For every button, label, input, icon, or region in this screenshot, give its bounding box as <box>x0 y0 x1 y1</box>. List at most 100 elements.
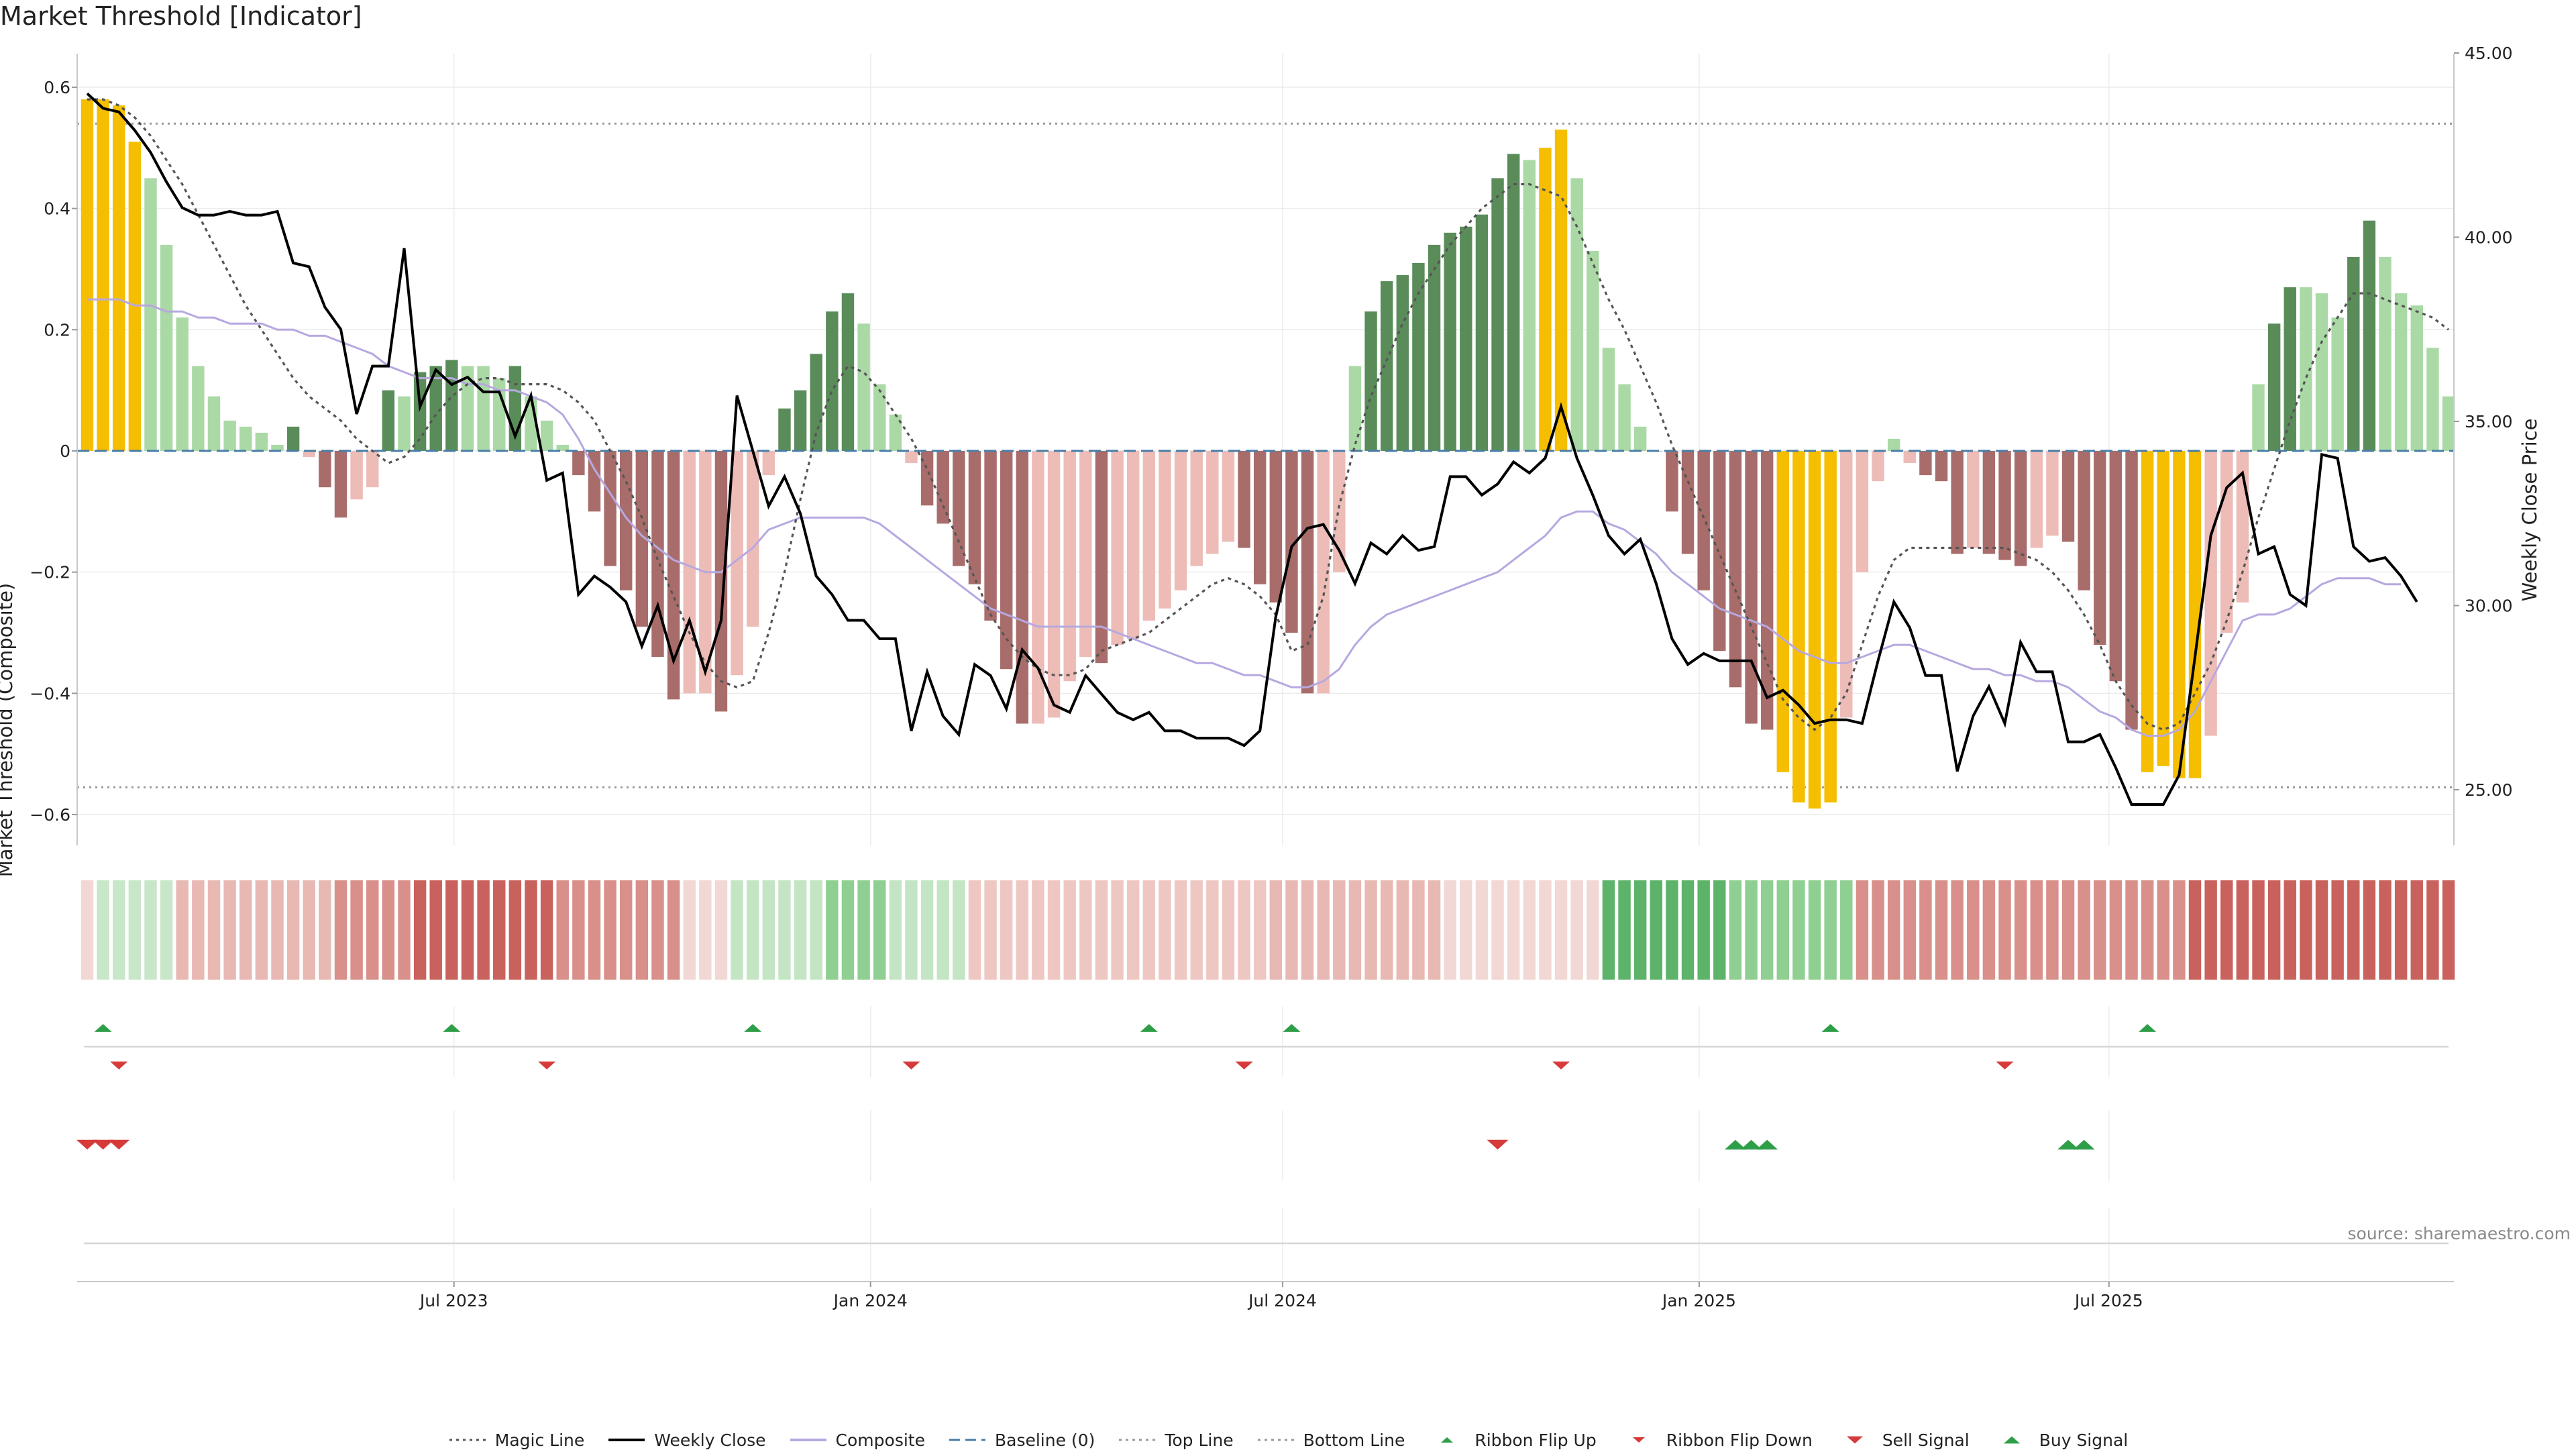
composite-bar <box>1301 451 1314 694</box>
ribbon-cell <box>2157 880 2169 980</box>
y-tick-label-right: 25.00 <box>2465 780 2513 800</box>
composite-bar <box>2014 451 2027 566</box>
legend-item: Magic Line <box>448 1430 585 1450</box>
legend-item: Baseline (0) <box>948 1431 1095 1450</box>
composite-bar <box>1380 281 1393 451</box>
composite-bar <box>1159 451 1171 609</box>
legend-swatch <box>608 1439 645 1441</box>
composite-bar <box>1000 451 1013 670</box>
ribbon-cell <box>1681 880 1695 980</box>
composite-bar <box>1285 451 1298 633</box>
composite-bar <box>334 451 347 518</box>
ribbon-cell <box>1159 880 1171 980</box>
composite-bar <box>873 384 886 451</box>
ribbon-cell <box>366 880 379 980</box>
composite-bar <box>1126 451 1140 639</box>
legend-label: Buy Signal <box>2039 1430 2129 1450</box>
composite-bar <box>1903 451 1916 464</box>
ribbon-cell <box>635 880 649 980</box>
ribbon-cell <box>2046 880 2059 980</box>
legend-swatch <box>949 1439 985 1441</box>
ribbon-cell <box>2030 880 2043 980</box>
ribbon-cell <box>889 880 902 980</box>
composite-bar <box>2157 451 2169 766</box>
ribbon-cell <box>477 880 490 980</box>
ribbon-cell <box>1887 880 1900 980</box>
y-tick-label: −0.2 <box>30 563 70 582</box>
composite-bar <box>1570 178 1583 451</box>
ribbon-cell <box>382 880 395 980</box>
ribbon-cell <box>1000 880 1013 980</box>
composite-bar <box>572 451 585 476</box>
composite-bar <box>1190 451 1203 566</box>
legend-item: Buy Signal <box>1992 1430 2129 1450</box>
composite-bar <box>144 178 157 451</box>
composite-bar <box>128 142 142 451</box>
composite-bar <box>984 451 997 621</box>
legend-label: Magic Line <box>494 1430 585 1450</box>
composite-bar <box>2109 451 2123 682</box>
buy-signal-marker <box>2057 1139 2080 1150</box>
ribbon-cell <box>953 880 965 980</box>
ribbon-cell <box>271 880 284 980</box>
composite-bar <box>2252 384 2265 451</box>
ribbon-cell <box>2347 880 2360 980</box>
ribbon-flip-down-marker <box>1552 1061 1570 1070</box>
x-tick-label: Jan 2024 <box>833 1291 908 1310</box>
y-tick-label-right: 45.00 <box>2465 44 2513 63</box>
composite-bar <box>350 451 363 500</box>
ribbon-cell <box>1301 880 1314 980</box>
ribbon-cell <box>556 880 569 980</box>
composite-bar <box>192 366 205 451</box>
ribbon-cell <box>1444 880 1456 980</box>
ribbon-cell <box>1539 880 1552 980</box>
legend-item: Ribbon Flip Down <box>1619 1431 1813 1450</box>
ribbon-cell <box>1016 880 1029 980</box>
y-tick-label: 0 <box>60 442 70 461</box>
ribbon-cell <box>1570 880 1583 980</box>
ribbon-cell <box>2300 880 2312 980</box>
composite-bar <box>683 451 696 694</box>
composite-bar <box>1792 451 1805 802</box>
y-axis-label-right: Weekly Close Price <box>2518 419 2541 602</box>
ribbon-cell <box>1317 880 1330 980</box>
ribbon-cell <box>2252 880 2265 980</box>
ribbon-cell <box>1666 880 1678 980</box>
ribbon-flip-down-marker <box>1996 1061 2014 1070</box>
ribbon-cell <box>1111 880 1124 980</box>
composite-bar <box>1269 451 1283 603</box>
ribbon-cell <box>1333 880 1346 980</box>
composite-bar <box>1222 451 1235 542</box>
composite-bar <box>794 390 807 451</box>
composite-bar <box>176 317 189 451</box>
ribbon-cell <box>1460 880 1472 980</box>
composite-bar <box>1206 451 1219 554</box>
ribbon-cell <box>445 880 458 980</box>
legend-swatch <box>790 1439 826 1441</box>
ribbon-cell <box>1935 880 1948 980</box>
composite-bar <box>1444 232 1456 451</box>
composite-bar <box>1935 451 1948 482</box>
legend-item: Top Line <box>1118 1431 1234 1450</box>
ribbon-cell <box>2061 880 2075 980</box>
series-lines <box>77 92 2454 806</box>
composite-bar <box>1587 250 1599 451</box>
ribbon-cell <box>303 880 315 980</box>
buy-signal-marker <box>2073 1139 2095 1150</box>
composite-bar <box>1507 154 1520 451</box>
ribbon-cell <box>1618 880 1631 980</box>
ribbon-cell <box>160 880 173 980</box>
composite-bar <box>1824 451 1837 802</box>
ribbon-cell <box>1142 880 1156 980</box>
ribbon-cell <box>192 880 205 980</box>
composite-bar <box>1967 451 1980 548</box>
y-tick-label: −0.4 <box>30 684 70 703</box>
composite-bar <box>1539 148 1552 451</box>
composite-bar <box>2173 451 2186 778</box>
ribbon-cell <box>1998 880 2011 980</box>
composite-bar <box>1760 451 1774 730</box>
signal-markers <box>76 1024 2157 1150</box>
x-tick-label: Jul 2024 <box>1247 1291 1317 1310</box>
y-tick-label: 0.4 <box>44 199 70 219</box>
composite-bar <box>1713 451 1726 652</box>
